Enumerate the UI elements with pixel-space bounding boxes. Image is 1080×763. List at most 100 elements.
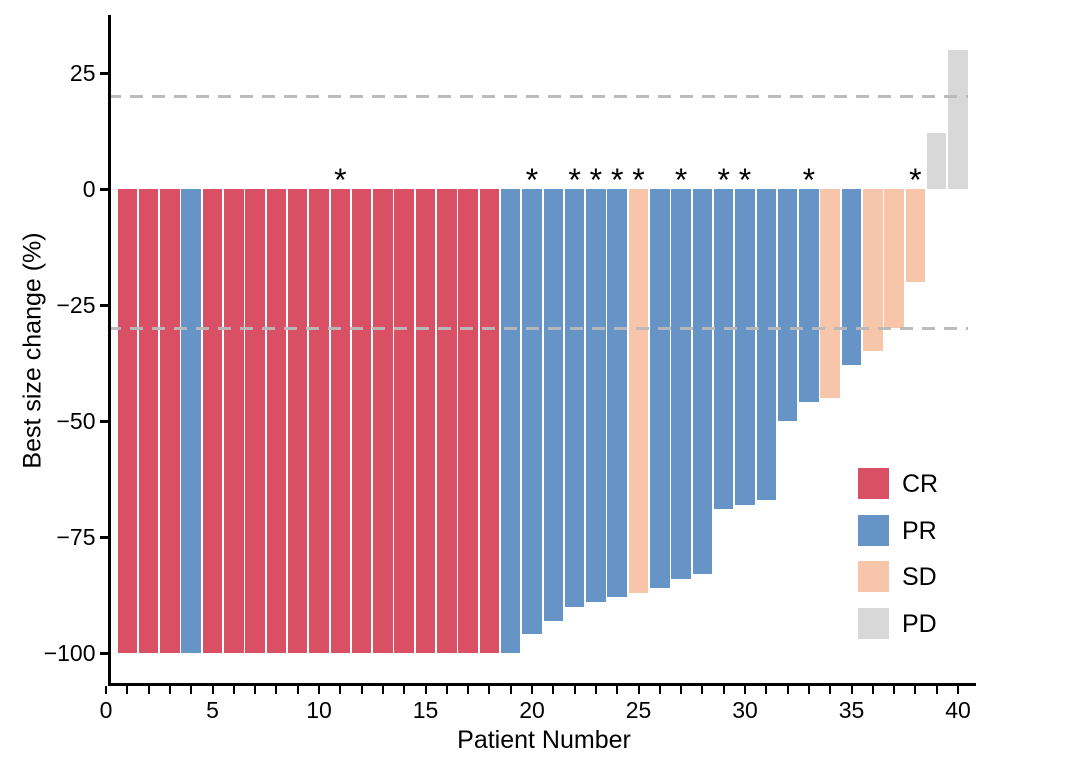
- bar-patient-8-cr: [266, 189, 287, 653]
- x-tick: [829, 686, 832, 694]
- x-tick-label: 25: [625, 697, 652, 723]
- x-tick: [488, 686, 491, 694]
- bar-patient-29-pr: [713, 189, 734, 510]
- bar-patient-30-pr: [735, 189, 755, 505]
- x-tick: [701, 686, 704, 694]
- legend-label-pr: PR: [902, 516, 937, 545]
- bar-patient-16-cr: [437, 189, 457, 653]
- significance-asterisk: *: [525, 162, 539, 198]
- x-axis-title: Patient Number: [457, 726, 631, 754]
- bar-patient-6-cr: [224, 189, 244, 653]
- bar-patient-5-cr: [202, 189, 223, 653]
- bar-patient-4-pr: [181, 189, 201, 653]
- x-tick: [531, 686, 533, 694]
- x-tick: [871, 686, 874, 694]
- x-tick-label: 20: [519, 697, 545, 723]
- significance-asterisk: *: [568, 162, 581, 198]
- x-tick: [807, 686, 810, 694]
- bar-patient-21-pr: [543, 189, 564, 621]
- bar-patient-11-cr: [330, 189, 351, 653]
- bar-patient-27-pr: [671, 189, 691, 579]
- x-tick-label: 40: [945, 697, 971, 723]
- bar-patient-33-pr: [799, 189, 819, 403]
- legend-swatch-sd: [858, 561, 889, 592]
- bar-patient-36-sd: [863, 189, 883, 352]
- reference-line-upper: [107, 94, 968, 98]
- bar-patient-2-cr: [138, 189, 159, 653]
- x-tick: [445, 686, 448, 694]
- bar-patient-26-pr: [650, 189, 670, 589]
- bar-patient-28-pr: [692, 189, 713, 575]
- x-tick: [658, 686, 661, 694]
- bar-patient-31-pr: [756, 189, 777, 500]
- x-tick-label: 5: [206, 697, 219, 723]
- x-tick-label: 35: [838, 697, 865, 723]
- legend-swatch-pr: [858, 514, 889, 546]
- bar-patient-7-cr: [245, 189, 265, 653]
- bar-patient-20-pr: [522, 189, 542, 635]
- x-tick-label: 0: [99, 697, 113, 723]
- x-tick: [403, 686, 406, 694]
- significance-asterisk: *: [334, 162, 347, 198]
- y-tick-label: −75: [56, 524, 96, 550]
- x-tick-label: 15: [412, 697, 439, 723]
- bar-patient-35-pr: [841, 189, 862, 366]
- y-tick-label: −50: [56, 408, 96, 434]
- bar-patient-1-cr: [117, 189, 138, 653]
- x-tick: [680, 686, 683, 694]
- x-tick: [893, 686, 896, 694]
- y-tick-label: −100: [43, 640, 96, 666]
- significance-asterisk: *: [589, 162, 603, 198]
- y-tick-label: 25: [69, 60, 96, 86]
- y-tick: [99, 535, 108, 539]
- bar-patient-24-pr: [607, 189, 627, 598]
- x-tick: [594, 686, 597, 694]
- x-tick: [211, 686, 214, 694]
- y-tick: [99, 187, 108, 191]
- bar-patient-12-cr: [351, 189, 372, 653]
- x-tick: [254, 686, 257, 694]
- x-tick: [509, 686, 512, 694]
- x-tick: [616, 686, 619, 694]
- x-tick: [168, 686, 171, 694]
- y-tick: [99, 651, 108, 655]
- bar-patient-18-cr: [479, 189, 500, 653]
- bar-patient-14-cr: [394, 189, 414, 653]
- bar-patient-19-pr: [500, 189, 521, 653]
- bar-patient-13-cr: [373, 189, 393, 653]
- x-tick: [296, 686, 299, 694]
- bar-patient-17-cr: [458, 189, 478, 653]
- bar-patient-32-pr: [777, 189, 798, 421]
- x-tick: [850, 686, 853, 694]
- legend-swatch-cr: [858, 468, 889, 499]
- reference-line-lower: [107, 326, 968, 330]
- significance-asterisk: *: [717, 162, 730, 198]
- x-tick: [424, 686, 427, 694]
- x-tick: [275, 686, 278, 694]
- bar-patient-22-pr: [564, 189, 585, 607]
- significance-asterisk: *: [674, 162, 688, 198]
- legend-label-sd: SD: [902, 563, 937, 591]
- x-tick: [722, 686, 725, 694]
- x-tick: [637, 686, 640, 694]
- y-tick-label: 0: [82, 176, 96, 202]
- x-tick: [957, 686, 959, 694]
- x-tick: [914, 686, 917, 694]
- bar-patient-25-sd: [628, 189, 649, 593]
- bar-patient-10-cr: [309, 189, 329, 653]
- x-tick: [105, 686, 107, 694]
- significance-asterisk: *: [632, 162, 645, 198]
- y-tick: [99, 303, 108, 307]
- x-axis-line: [107, 683, 976, 686]
- bar-patient-3-cr: [160, 189, 180, 653]
- x-tick: [744, 686, 746, 694]
- x-tick: [573, 686, 576, 694]
- bar-patient-34-sd: [820, 189, 840, 398]
- legend-label-cr: CR: [902, 470, 939, 498]
- x-tick: [360, 686, 363, 694]
- x-tick: [318, 686, 320, 694]
- x-tick: [147, 686, 150, 694]
- legend-label-pd: PD: [902, 609, 937, 638]
- bar-patient-37-sd: [884, 189, 904, 329]
